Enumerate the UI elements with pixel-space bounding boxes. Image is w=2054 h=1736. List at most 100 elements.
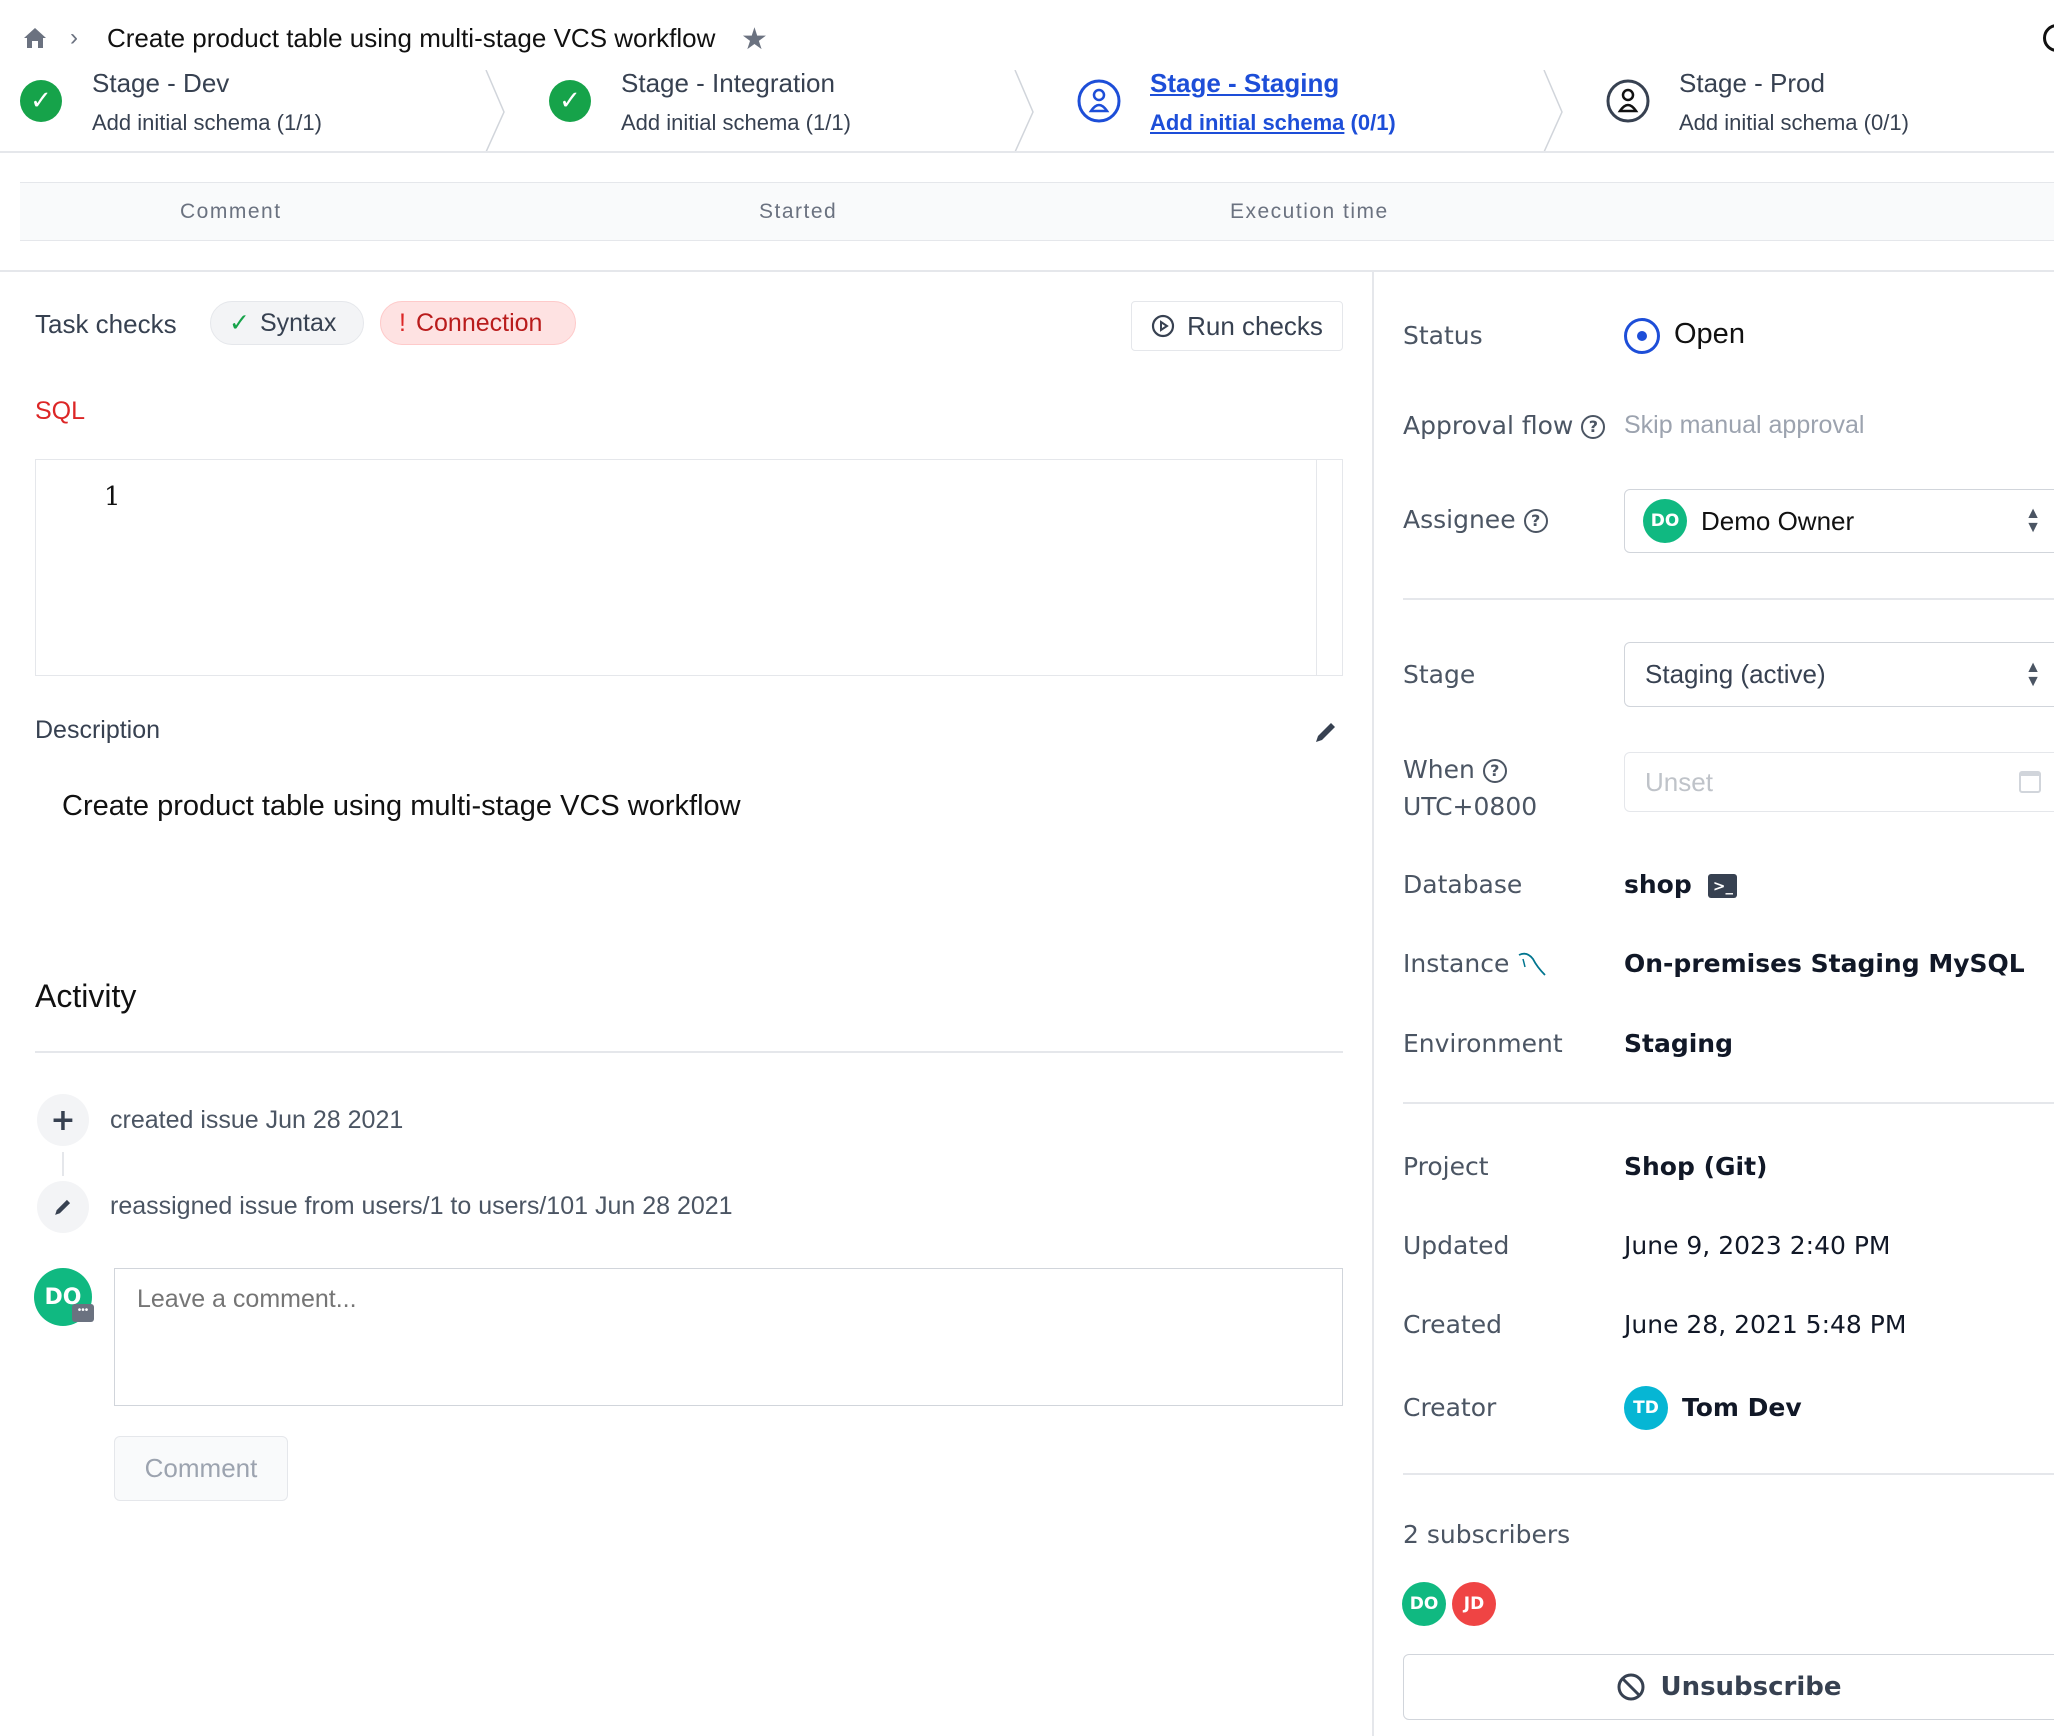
editor-scrollbar[interactable] bbox=[1316, 460, 1342, 675]
database-name[interactable]: shop bbox=[1624, 870, 1692, 899]
stage-task-count: (1/1) bbox=[805, 110, 851, 135]
assignee-text: Assignee bbox=[1403, 505, 1516, 534]
when-text: When bbox=[1403, 755, 1475, 784]
stage-separator-icon bbox=[485, 70, 505, 152]
creator-label: Creator bbox=[1403, 1393, 1497, 1422]
stage-separator-icon bbox=[1543, 70, 1563, 152]
stage-task-count: (1/1) bbox=[276, 110, 322, 135]
created-label: Created bbox=[1403, 1310, 1502, 1339]
approval-flow-text: Approval flow bbox=[1403, 411, 1574, 440]
comment-input[interactable] bbox=[114, 1268, 1343, 1406]
page-title: Create product table using multi-stage V… bbox=[107, 23, 716, 53]
breadcrumb-separator-icon: › bbox=[70, 24, 78, 51]
assignee-name: Demo Owner bbox=[1701, 505, 1855, 536]
when-datepicker[interactable]: Unset bbox=[1624, 752, 2054, 812]
check-icon: ✓ bbox=[229, 309, 250, 337]
chevron-up-down-icon: ▲ ▼ bbox=[2025, 505, 2041, 536]
assignee-select[interactable]: DO Demo Owner ▲ ▼ bbox=[1624, 489, 2054, 553]
instance-value[interactable]: On-premises Staging MySQL bbox=[1624, 949, 2025, 978]
stage-task[interactable]: Add initial schema (0/1) bbox=[1150, 110, 1396, 136]
column-started: Started bbox=[759, 200, 838, 223]
subscriber-avatar[interactable]: JD bbox=[1452, 1582, 1496, 1626]
comment-bubble-icon: ••• bbox=[72, 1304, 94, 1322]
activity-title: Activity bbox=[35, 978, 137, 1014]
divider bbox=[0, 151, 2054, 153]
environment-label: Environment bbox=[1403, 1029, 1563, 1058]
help-icon[interactable]: ? bbox=[1581, 415, 1606, 439]
project-value[interactable]: Shop (Git) bbox=[1624, 1152, 1768, 1181]
stage-task: Add initial schema (1/1) bbox=[92, 110, 322, 136]
stage-task-name: Add initial schema bbox=[1679, 110, 1858, 135]
avatar: DO bbox=[1643, 499, 1687, 543]
syntax-check-badge[interactable]: ✓ Syntax bbox=[210, 301, 364, 345]
help-icon[interactable]: ? bbox=[1482, 759, 1507, 783]
stage-select[interactable]: Staging (active) ▲ ▼ bbox=[1624, 642, 2054, 707]
activity-item: created issue Jun 28 2021 bbox=[110, 1106, 404, 1134]
check-circle-icon: ✓ bbox=[20, 80, 62, 122]
stage-staging[interactable]: Stage - Staging Add initial schema (0/1) bbox=[1057, 60, 1557, 152]
instance-text: Instance bbox=[1403, 949, 1510, 978]
stage-task-name: Add initial schema bbox=[621, 110, 800, 135]
mysql-dolphin-icon bbox=[1518, 952, 1546, 976]
line-number: 1 bbox=[104, 482, 121, 512]
sidebar-divider bbox=[1372, 271, 1374, 1736]
status-value: Open bbox=[1674, 318, 1745, 350]
stage-separator-icon bbox=[1014, 70, 1034, 152]
partial-icon[interactable] bbox=[2043, 24, 2054, 52]
connection-label: Connection bbox=[415, 308, 543, 337]
sql-label: SQL bbox=[35, 397, 86, 425]
stage-task-count: (0/1) bbox=[1863, 110, 1909, 135]
pencil-icon[interactable] bbox=[1312, 718, 1340, 746]
star-icon[interactable]: ★ bbox=[741, 23, 768, 56]
divider bbox=[1403, 598, 2054, 600]
sql-editor[interactable]: 1 bbox=[35, 459, 1343, 676]
user-circle-icon bbox=[1077, 79, 1121, 123]
unsubscribe-button[interactable]: Unsubscribe bbox=[1403, 1654, 2054, 1720]
stage-prod[interactable]: Stage - Prod Add initial schema (0/1) bbox=[1586, 60, 2054, 152]
description-text: Create product table using multi-stage V… bbox=[62, 790, 741, 822]
connection-check-badge[interactable]: ! Connection bbox=[380, 301, 576, 345]
database-value[interactable]: shop >_ bbox=[1624, 870, 1738, 899]
comment-button[interactable]: Comment bbox=[114, 1436, 288, 1501]
stage-task: Add initial schema (0/1) bbox=[1679, 110, 1909, 136]
creator-name[interactable]: Tom Dev bbox=[1682, 1393, 1802, 1422]
avatar: TD bbox=[1624, 1386, 1668, 1430]
stage-integration[interactable]: ✓ Stage - Integration Add initial schema… bbox=[528, 60, 1028, 152]
updated-label: Updated bbox=[1403, 1231, 1510, 1260]
status-label: Status bbox=[1403, 321, 1483, 350]
environment-value[interactable]: Staging bbox=[1624, 1029, 1733, 1058]
stage-value: Staging (active) bbox=[1645, 659, 1826, 689]
stage-task: Add initial schema (1/1) bbox=[621, 110, 851, 136]
chevron-up-down-icon: ▲ ▼ bbox=[2025, 658, 2041, 690]
stage-title[interactable]: Stage - Staging bbox=[1150, 68, 1340, 98]
activity-item: reassigned issue from users/1 to users/1… bbox=[110, 1192, 733, 1220]
stage-title: Stage - Dev bbox=[92, 68, 230, 98]
approval-flow-label: Approval flow? bbox=[1403, 411, 1606, 440]
pencil-icon bbox=[37, 1181, 89, 1233]
stage-label: Stage bbox=[1403, 660, 1476, 689]
stage-dev[interactable]: ✓ Stage - Dev Add initial schema (1/1) bbox=[0, 60, 500, 152]
divider bbox=[35, 1051, 1343, 1053]
timeline-connector bbox=[62, 1152, 64, 1176]
plus-icon: + bbox=[37, 1094, 89, 1146]
project-label: Project bbox=[1403, 1152, 1489, 1181]
task-table-header bbox=[20, 182, 2054, 241]
run-checks-button[interactable]: Run checks bbox=[1131, 301, 1343, 351]
run-checks-label: Run checks bbox=[1187, 310, 1323, 341]
subscriber-avatar[interactable]: DO bbox=[1402, 1582, 1446, 1626]
check-circle-icon: ✓ bbox=[549, 80, 591, 122]
status-open-icon bbox=[1624, 318, 1660, 354]
divider bbox=[1403, 1102, 2054, 1104]
home-icon[interactable] bbox=[22, 26, 48, 50]
created-value: June 28, 2021 5:48 PM bbox=[1624, 1310, 1907, 1339]
stage-task-name[interactable]: Add initial schema bbox=[1150, 110, 1345, 135]
subscribers-label: 2 subscribers bbox=[1403, 1520, 1571, 1549]
task-checks-label: Task checks bbox=[35, 309, 177, 339]
updated-value: June 9, 2023 2:40 PM bbox=[1624, 1231, 1891, 1260]
ban-icon bbox=[1617, 1673, 1645, 1701]
terminal-icon[interactable]: >_ bbox=[1708, 874, 1738, 898]
description-label: Description bbox=[35, 716, 161, 744]
help-icon[interactable]: ? bbox=[1523, 509, 1548, 533]
calendar-icon bbox=[2019, 771, 2041, 793]
database-label: Database bbox=[1403, 870, 1523, 899]
